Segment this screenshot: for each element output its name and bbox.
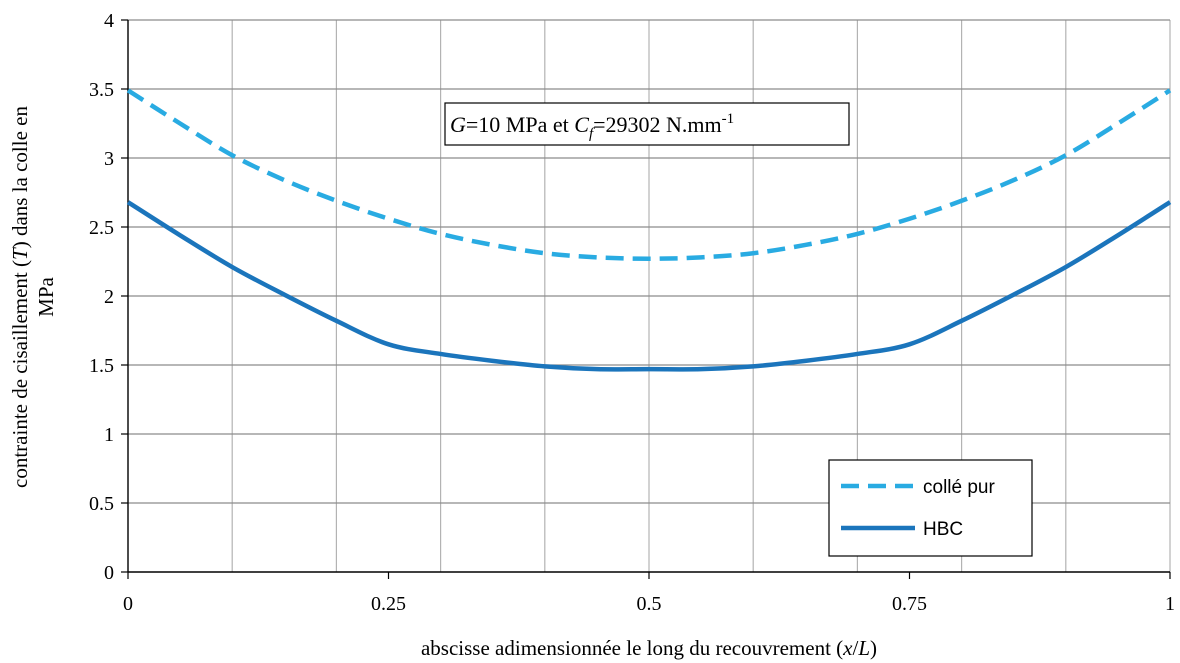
y-tick-label: 4 <box>104 10 114 32</box>
annotation-sub-f: f <box>589 126 595 142</box>
annotation-part1: =10 MPa et <box>466 112 574 137</box>
y-tick-label: 1.5 <box>89 355 114 377</box>
legend-label-hbc: HBC <box>923 519 963 540</box>
y-tick-label: 3.5 <box>89 79 114 101</box>
y-tick-label: 3 <box>104 148 114 170</box>
y-axis-title-line1: contrainte de cisaillement (T) dans la c… <box>8 106 32 488</box>
x-tick-label: 1 <box>1165 593 1175 615</box>
y-tick-label: 2.5 <box>89 217 114 239</box>
annotation-text: G=10 MPa et Cf=29302 N.mm-1 <box>450 111 734 142</box>
tick-labels: 0 0.5 1 1.5 2 2.5 3 3.5 4 0 0.25 0.5 0.75 1 <box>89 10 1175 615</box>
x-axis-var-l: L <box>857 636 870 660</box>
parameter-annotation: G=10 MPa et Cf=29302 N.mm-1 <box>444 102 850 146</box>
annotation-var-g: G <box>450 112 466 137</box>
x-axis-close: ) <box>870 636 877 660</box>
series-line-colle-pur <box>126 88 1172 261</box>
annotation-var-c: C <box>574 112 589 137</box>
legend-label-colle-pur: collé pur <box>923 477 995 498</box>
x-axis-title-main: abscisse adimensionnée le long du recouv… <box>421 636 843 660</box>
series-lines <box>126 88 1172 372</box>
axes <box>121 19 1171 579</box>
x-tick-label: 0.75 <box>892 593 927 615</box>
y-axis-title-line2: MPa <box>34 276 58 316</box>
x-tick-label: 0.25 <box>371 593 406 615</box>
annotation-sup: -1 <box>722 111 735 127</box>
y-tick-label: 1 <box>104 424 114 446</box>
y-axis-title-rest: ) dans la colle en <box>8 106 32 249</box>
x-tick-label: 0 <box>123 593 133 615</box>
annotation-box <box>444 102 850 146</box>
y-tick-label: 0 <box>104 562 114 584</box>
annotation-part2: =29302 N.mm <box>593 112 722 137</box>
x-axis-var-x: x <box>842 636 853 660</box>
y-tick-label: 2 <box>104 286 114 308</box>
y-axis-title: contrainte de cisaillement (T) dans la c… <box>8 106 58 488</box>
x-tick-label: 0.5 <box>637 593 662 615</box>
legend-box <box>828 459 1033 557</box>
series-line-hbc <box>126 200 1172 372</box>
y-axis-title-main: contrainte de cisaillement ( <box>8 260 32 488</box>
x-axis-slash: / <box>853 636 859 660</box>
y-axis-var-t: T <box>8 247 32 260</box>
y-tick-label: 0.5 <box>89 493 114 515</box>
x-axis-title: abscisse adimensionnée le long du recouv… <box>421 636 877 660</box>
legend: collé pur HBC <box>828 459 1033 557</box>
